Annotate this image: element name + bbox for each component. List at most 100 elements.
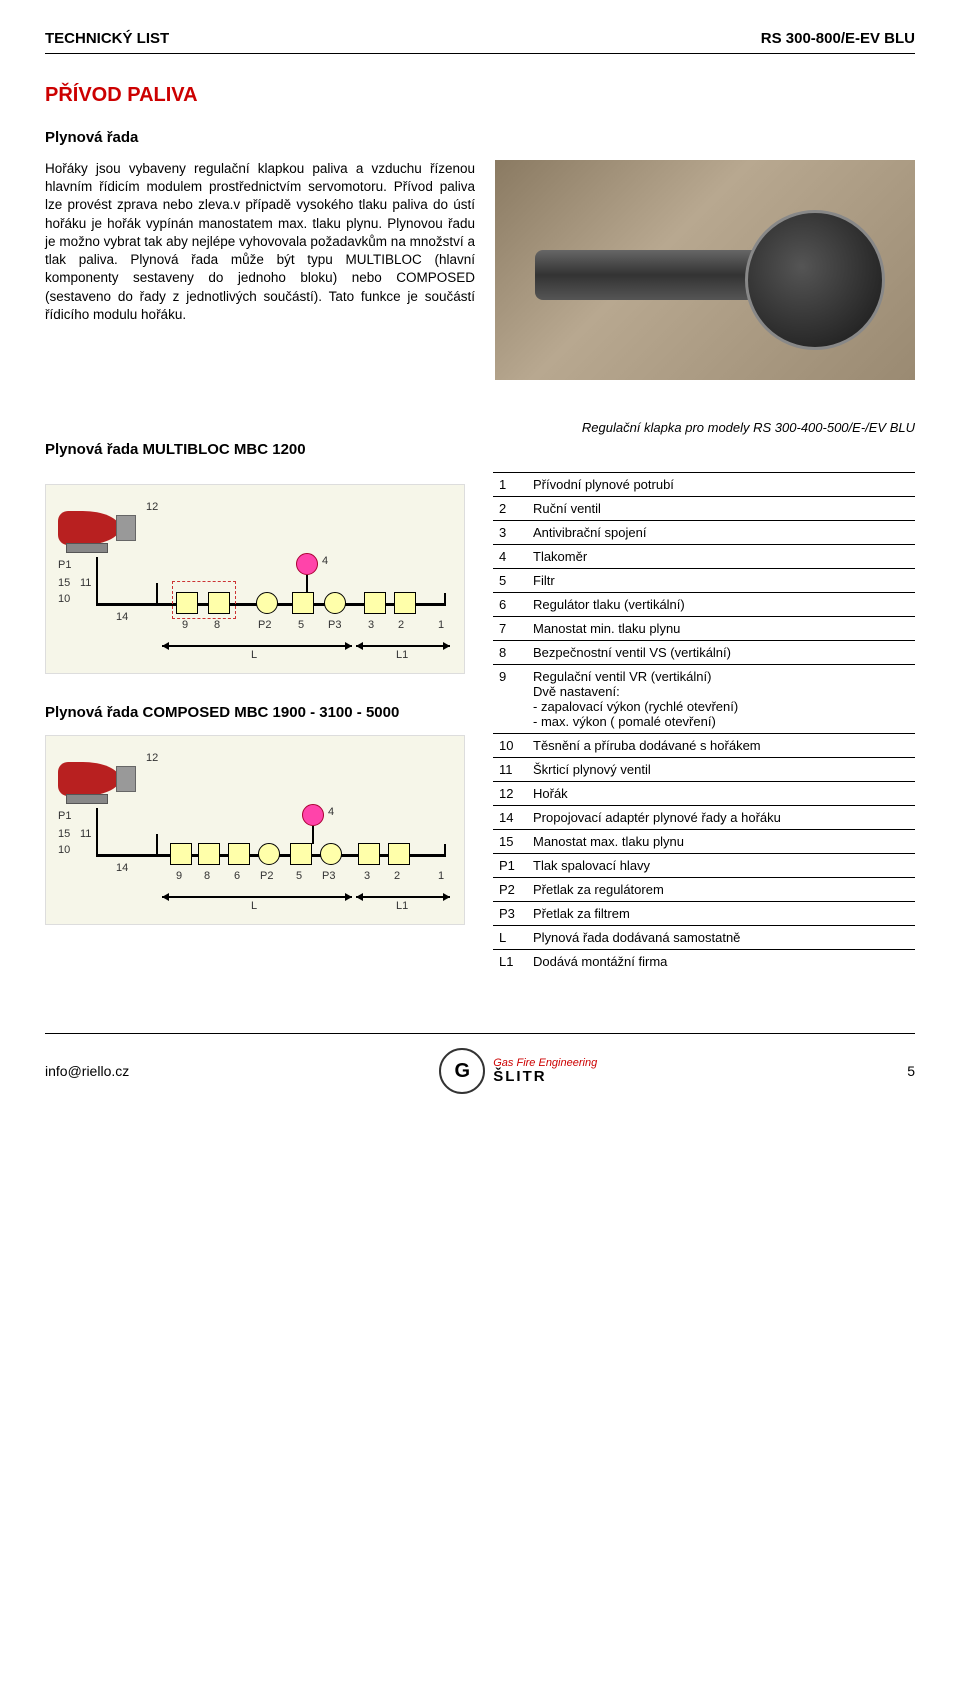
schematic-label: P1 bbox=[58, 559, 71, 571]
part-desc: Tlakoměr bbox=[527, 545, 915, 569]
part-desc: Antivibrační spojení bbox=[527, 521, 915, 545]
part-desc: Těsnění a příruba dodávané s hořákem bbox=[527, 734, 915, 758]
schematic-label: 4 bbox=[322, 555, 328, 567]
part-number: 14 bbox=[493, 806, 527, 830]
part-desc: Hořák bbox=[527, 782, 915, 806]
page-footer: info@riello.cz G Gas Fire Engineering ŠL… bbox=[45, 1033, 915, 1094]
schematic-label: 6 bbox=[234, 870, 240, 882]
schematic-label: 3 bbox=[364, 870, 370, 882]
part-number: 11 bbox=[493, 758, 527, 782]
table-row: 6Regulátor tlaku (vertikální) bbox=[493, 593, 915, 617]
schematic-label: 3 bbox=[368, 619, 374, 631]
part-desc: Přívodní plynové potrubí bbox=[527, 473, 915, 497]
schematic-dim: L1 bbox=[396, 900, 408, 912]
schematic-label: P3 bbox=[322, 870, 335, 882]
part-desc: Manostat max. tlaku plynu bbox=[527, 830, 915, 854]
part-number: 8 bbox=[493, 641, 527, 665]
part-number: 9 bbox=[493, 665, 527, 734]
part-number: P2 bbox=[493, 878, 527, 902]
section-title: PŘÍVOD PALIVA bbox=[45, 84, 915, 107]
schematic-label: 1 bbox=[438, 619, 444, 631]
schematic-label: 2 bbox=[394, 870, 400, 882]
part-desc: Manostat min. tlaku plynu bbox=[527, 617, 915, 641]
header-left: TECHNICKÝ LIST bbox=[45, 30, 169, 47]
schematic-label: 15 bbox=[58, 828, 70, 840]
part-desc: Regulační ventil VR (vertikální) Dvě nas… bbox=[527, 665, 915, 734]
part-number: 1 bbox=[493, 473, 527, 497]
doc-header: TECHNICKÝ LIST RS 300-800/E-EV BLU bbox=[45, 30, 915, 54]
table-row: 15Manostat max. tlaku plynu bbox=[493, 830, 915, 854]
part-number: 2 bbox=[493, 497, 527, 521]
part-number: L1 bbox=[493, 950, 527, 974]
table-row: 2Ruční ventil bbox=[493, 497, 915, 521]
part-number: 6 bbox=[493, 593, 527, 617]
header-right: RS 300-800/E-EV BLU bbox=[761, 30, 915, 47]
table-row: 11Škrticí plynový ventil bbox=[493, 758, 915, 782]
part-desc: Bezpečnostní ventil VS (vertikální) bbox=[527, 641, 915, 665]
part-number: 3 bbox=[493, 521, 527, 545]
schematic-label: 5 bbox=[296, 870, 302, 882]
schematic-label: 12 bbox=[146, 752, 158, 764]
photo-caption: Regulační klapka pro modely RS 300-400-5… bbox=[45, 420, 915, 435]
part-number: 5 bbox=[493, 569, 527, 593]
schematic-label: 12 bbox=[146, 501, 158, 513]
table-row: 4Tlakoměr bbox=[493, 545, 915, 569]
table-row: 14Propojovací adaptér plynové řady a hoř… bbox=[493, 806, 915, 830]
schematic-label: 8 bbox=[204, 870, 210, 882]
schematic-label: 10 bbox=[58, 844, 70, 856]
schematic-label: 1 bbox=[438, 870, 444, 882]
schematic-composed: 12 P1 15 10 11 14 4 bbox=[45, 735, 465, 925]
part-desc: Přetlak za regulátorem bbox=[527, 878, 915, 902]
part-desc: Plynová řada dodávaná samostatně bbox=[527, 926, 915, 950]
table-row: 8Bezpečnostní ventil VS (vertikální) bbox=[493, 641, 915, 665]
part-number: 10 bbox=[493, 734, 527, 758]
table-row: P3Přetlak za filtrem bbox=[493, 902, 915, 926]
logo-line2: ŠLITR bbox=[493, 1069, 597, 1086]
schematic-label: 9 bbox=[182, 619, 188, 631]
table-row: 12Hořák bbox=[493, 782, 915, 806]
schematic-label: 10 bbox=[58, 593, 70, 605]
schematic-label: 5 bbox=[298, 619, 304, 631]
intro-paragraph: Hořáky jsou vybaveny regulační klapkou p… bbox=[45, 160, 475, 380]
table-row: P1Tlak spalovací hlavy bbox=[493, 854, 915, 878]
part-desc: Propojovací adaptér plynové řady a hořák… bbox=[527, 806, 915, 830]
logo-line1: Gas Fire Engineering bbox=[493, 1057, 597, 1069]
product-photo bbox=[495, 160, 915, 380]
schematic-dim: L bbox=[251, 649, 257, 661]
schematic-label: 9 bbox=[176, 870, 182, 882]
schematic-label: P1 bbox=[58, 810, 71, 822]
schematic-label: 15 bbox=[58, 577, 70, 589]
footer-logo: G Gas Fire Engineering ŠLITR bbox=[439, 1048, 597, 1094]
table-row: 5Filtr bbox=[493, 569, 915, 593]
schematic-label: 2 bbox=[398, 619, 404, 631]
subsection-title: Plynová řada bbox=[45, 129, 915, 146]
schematic-label: P2 bbox=[260, 870, 273, 882]
table-row: 3Antivibrační spojení bbox=[493, 521, 915, 545]
table-row: 9Regulační ventil VR (vertikální) Dvě na… bbox=[493, 665, 915, 734]
table-row: 1Přívodní plynové potrubí bbox=[493, 473, 915, 497]
part-number: 12 bbox=[493, 782, 527, 806]
schematic-label: 11 bbox=[80, 577, 91, 589]
table-row: P2Přetlak za regulátorem bbox=[493, 878, 915, 902]
schematic-label: 14 bbox=[116, 611, 128, 623]
schematic-dim: L bbox=[251, 900, 257, 912]
footer-email: info@riello.cz bbox=[45, 1063, 129, 1079]
part-number: P3 bbox=[493, 902, 527, 926]
part-number: 15 bbox=[493, 830, 527, 854]
schematic-label: 8 bbox=[214, 619, 220, 631]
page-number: 5 bbox=[907, 1063, 915, 1079]
label-composed: Plynová řada COMPOSED MBC 1900 - 3100 - … bbox=[45, 704, 465, 721]
part-desc: Přetlak za filtrem bbox=[527, 902, 915, 926]
label-multibloc: Plynová řada MULTIBLOC MBC 1200 bbox=[45, 441, 915, 458]
schematic-label: 11 bbox=[80, 828, 91, 840]
table-row: 7Manostat min. tlaku plynu bbox=[493, 617, 915, 641]
table-row: L1Dodává montážní firma bbox=[493, 950, 915, 974]
part-desc: Tlak spalovací hlavy bbox=[527, 854, 915, 878]
part-desc: Dodává montážní firma bbox=[527, 950, 915, 974]
part-desc: Filtr bbox=[527, 569, 915, 593]
table-row: LPlynová řada dodávaná samostatně bbox=[493, 926, 915, 950]
schematic-label: P2 bbox=[258, 619, 271, 631]
part-desc: Škrticí plynový ventil bbox=[527, 758, 915, 782]
part-desc: Regulátor tlaku (vertikální) bbox=[527, 593, 915, 617]
logo-glyph: G bbox=[439, 1048, 485, 1094]
